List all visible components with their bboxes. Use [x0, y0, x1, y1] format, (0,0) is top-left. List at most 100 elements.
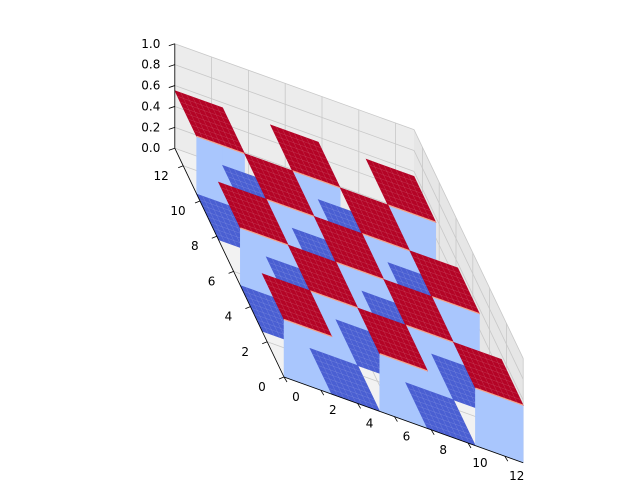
surface-mesh-line: [401, 285, 424, 332]
surface-mesh-line: [323, 257, 347, 304]
surface-mesh-line: [323, 376, 372, 395]
surface-mesh-line: [347, 323, 371, 370]
surface-mesh-line: [289, 164, 338, 183]
surface-mesh-line: [425, 294, 448, 341]
surface-mesh-line: [342, 193, 391, 211]
surface-mesh-line: [278, 307, 327, 326]
surface-mesh-line: [337, 224, 361, 271]
surface-mesh-line: [343, 227, 367, 274]
surface-mesh-line: [191, 124, 240, 143]
surface-mesh-line: [248, 192, 271, 239]
x-tick: [357, 403, 361, 409]
surface-mesh-line: [371, 336, 420, 354]
surface-mesh-line: [385, 199, 434, 217]
y-tick: [178, 165, 184, 169]
gridline-z: [413, 150, 524, 380]
surface-mesh-line: [447, 397, 470, 444]
surface-mesh-line: [249, 164, 298, 183]
gridline-z: [413, 171, 524, 401]
surface-mesh-line: [389, 167, 413, 214]
surface-mesh-line: [382, 193, 431, 211]
surface-mesh-line: [389, 290, 438, 309]
surface-mesh-line: [428, 290, 477, 309]
surface-mesh-line: [329, 388, 378, 406]
surface-mesh-line: [394, 302, 443, 320]
surface-mesh-line: [356, 221, 405, 240]
surface-mesh-line: [359, 328, 382, 375]
y-tick-label: 8: [191, 239, 199, 253]
surface-mesh-line: [369, 198, 393, 245]
surface-mesh-line: [345, 199, 394, 217]
surface-mesh-line: [472, 382, 521, 400]
surface-mesh-line: [252, 170, 301, 189]
gridline-z: [174, 64, 415, 151]
surface-mesh-line: [471, 348, 494, 395]
surface-mesh-line: [236, 188, 259, 235]
surface-mesh-line: [220, 202, 243, 249]
surface-mesh-line: [299, 249, 323, 296]
surface-edge: [475, 387, 524, 406]
surface-mesh-line: [441, 395, 464, 442]
surface-mesh-line: [300, 135, 323, 182]
surface-mesh-line: [312, 353, 361, 372]
surface-mesh-line: [312, 139, 335, 186]
surface-mesh-line: [449, 360, 472, 407]
surface-mesh-line: [260, 197, 283, 244]
x-tick-label: 12: [509, 469, 524, 480]
z-tick: [168, 43, 175, 47]
surface-mesh-line: [333, 256, 382, 274]
surface-mesh-line: [489, 355, 512, 402]
x-tick-label: 2: [329, 403, 337, 417]
surface-mesh-line: [327, 244, 376, 263]
surface-mesh-line: [204, 101, 227, 148]
surface-mesh-line: [350, 210, 400, 229]
surface-mesh-line: [303, 288, 327, 335]
surface-mesh-line: [198, 99, 221, 146]
surface-mesh-line: [260, 187, 309, 206]
surface-mesh-line: [268, 161, 291, 208]
surface-mesh-line: [439, 261, 462, 308]
x-tick-label: 8: [439, 443, 447, 457]
surface-mesh-line: [459, 344, 482, 391]
surface-mesh-line: [226, 199, 275, 217]
surface-mesh-line: [224, 184, 247, 231]
y-tick: [245, 306, 251, 309]
surface-mesh-line: [273, 277, 297, 324]
surface-mesh-line: [221, 187, 270, 206]
surface-mesh-line: [469, 376, 518, 394]
surface-mesh-line: [322, 233, 371, 251]
surface-mesh-line: [402, 319, 451, 337]
surface-mesh-line: [286, 159, 335, 177]
surface-mesh-line: [421, 254, 444, 301]
y-tick-label: 12: [154, 169, 169, 183]
surface-mesh-line: [411, 384, 434, 431]
surface-mesh-line: [464, 364, 513, 383]
surface-mesh-line: [429, 391, 452, 438]
surface-mesh-line: [416, 405, 465, 423]
surface-mesh-line: [413, 399, 462, 418]
surface-mesh-line: [296, 261, 345, 280]
x-tick: [467, 442, 472, 449]
surface-mesh-line: [387, 318, 410, 365]
y-axis-line: [174, 148, 285, 378]
surface-mesh-line: [180, 92, 203, 139]
surface-mesh-line: [407, 174, 431, 221]
surface-mesh-line: [325, 220, 349, 267]
x-axis-line: [283, 376, 524, 464]
surface-mesh-line: [443, 358, 466, 405]
surface-mesh-line: [381, 202, 405, 249]
surface-mesh-line: [357, 194, 381, 241]
surface-mesh-line: [417, 267, 466, 286]
surface-mesh-line: [311, 253, 335, 300]
surface-mesh-line: [461, 359, 510, 377]
surface-mesh-line: [383, 165, 407, 212]
surface-mesh-line: [262, 159, 285, 206]
surface-mesh-line: [230, 186, 253, 233]
surface-mesh-line: [376, 347, 425, 366]
surface-mesh-line: [455, 362, 478, 409]
surface-mesh-line: [321, 352, 345, 399]
surface-mesh-line: [451, 265, 474, 312]
surface-mesh-line: [399, 322, 422, 369]
surface-mesh-line: [280, 166, 303, 213]
